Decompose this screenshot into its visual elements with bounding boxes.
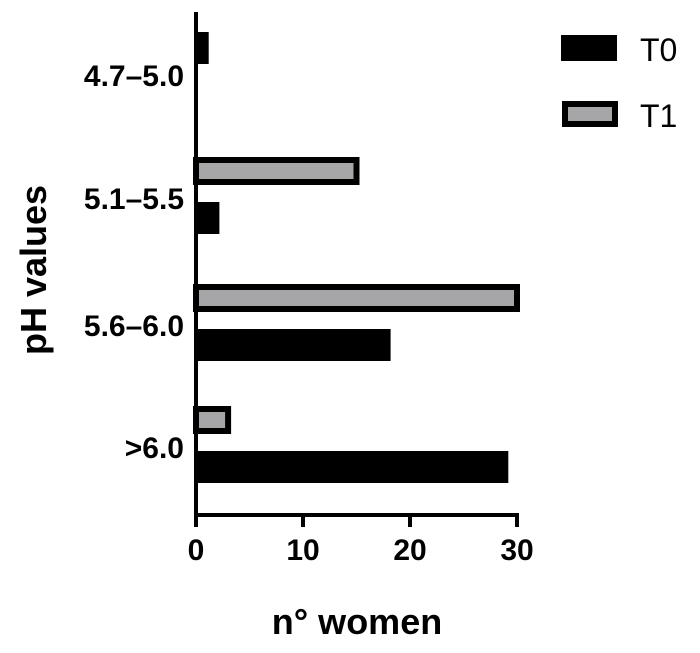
legend-label-t0: T0 bbox=[640, 32, 677, 68]
legend-swatch-t0 bbox=[561, 35, 617, 61]
y-tick-label: 4.7–5.0 bbox=[84, 60, 184, 93]
x-tick-label: 20 bbox=[393, 534, 426, 567]
x-tick-label: 0 bbox=[188, 534, 205, 567]
bar-t1-1 bbox=[193, 157, 360, 185]
y-tick-label: 5.1–5.5 bbox=[84, 183, 184, 216]
x-tick-label: 30 bbox=[500, 534, 533, 567]
legend: T0 T1 bbox=[561, 32, 677, 134]
bars-group bbox=[193, 32, 520, 483]
x-tick-label: 10 bbox=[286, 534, 319, 567]
legend-label-t1: T1 bbox=[640, 98, 677, 134]
legend-swatch-t1 bbox=[562, 101, 618, 127]
bar-t0-3 bbox=[194, 451, 509, 483]
x-axis-title: n° women bbox=[272, 601, 442, 642]
bar-t0-1 bbox=[194, 202, 220, 234]
x-axis-ticks: 0 10 20 30 bbox=[188, 515, 534, 567]
bar-t1-3 bbox=[193, 406, 232, 434]
y-tick-label: 5.6–6.0 bbox=[84, 310, 184, 343]
bar-t1-2 bbox=[193, 284, 520, 312]
bar-t0-2 bbox=[194, 329, 391, 361]
y-tick-label: >6.0 bbox=[125, 432, 184, 465]
y-axis-ticks: 4.7–5.0 5.1–5.5 5.6–6.0 >6.0 bbox=[84, 60, 184, 465]
y-axis-title: pH values bbox=[13, 185, 54, 355]
